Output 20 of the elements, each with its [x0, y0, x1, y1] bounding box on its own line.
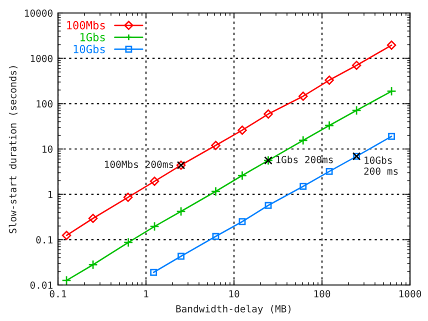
x-tick-label: 1 [144, 290, 148, 298]
y-tick-label: 1000 [30, 54, 53, 62]
legend-label: 100Mbs [67, 20, 105, 30]
y-tick-label: 0.1 [36, 236, 52, 244]
y-tick-label: 0.01 [30, 282, 52, 289]
x-tick-label: 0.1 [50, 290, 66, 298]
x-tick-label: 1000 [399, 290, 422, 298]
annotation: 1Gbs 200ms [276, 156, 333, 164]
y-tick-label: 1 [48, 190, 52, 198]
y-tick-label: 10 [42, 146, 53, 153]
y-tick-label: 10000 [25, 10, 53, 17]
x-tick-label: 100 [314, 290, 330, 298]
x-axis-title: Bandwidth-delay (MB) [176, 304, 291, 314]
legend-label: 10Gbs [74, 44, 105, 54]
annotation: 10Gbs 200 ms [364, 156, 398, 175]
y-axis-title: Slow-start duration (seconds) [8, 66, 18, 234]
x-tick-label: 10 [229, 290, 240, 298]
legend-label: 1Gbs [80, 32, 105, 42]
y-tick-label: 100 [36, 100, 53, 108]
annotation: 100Mbs 200ms [105, 160, 174, 168]
